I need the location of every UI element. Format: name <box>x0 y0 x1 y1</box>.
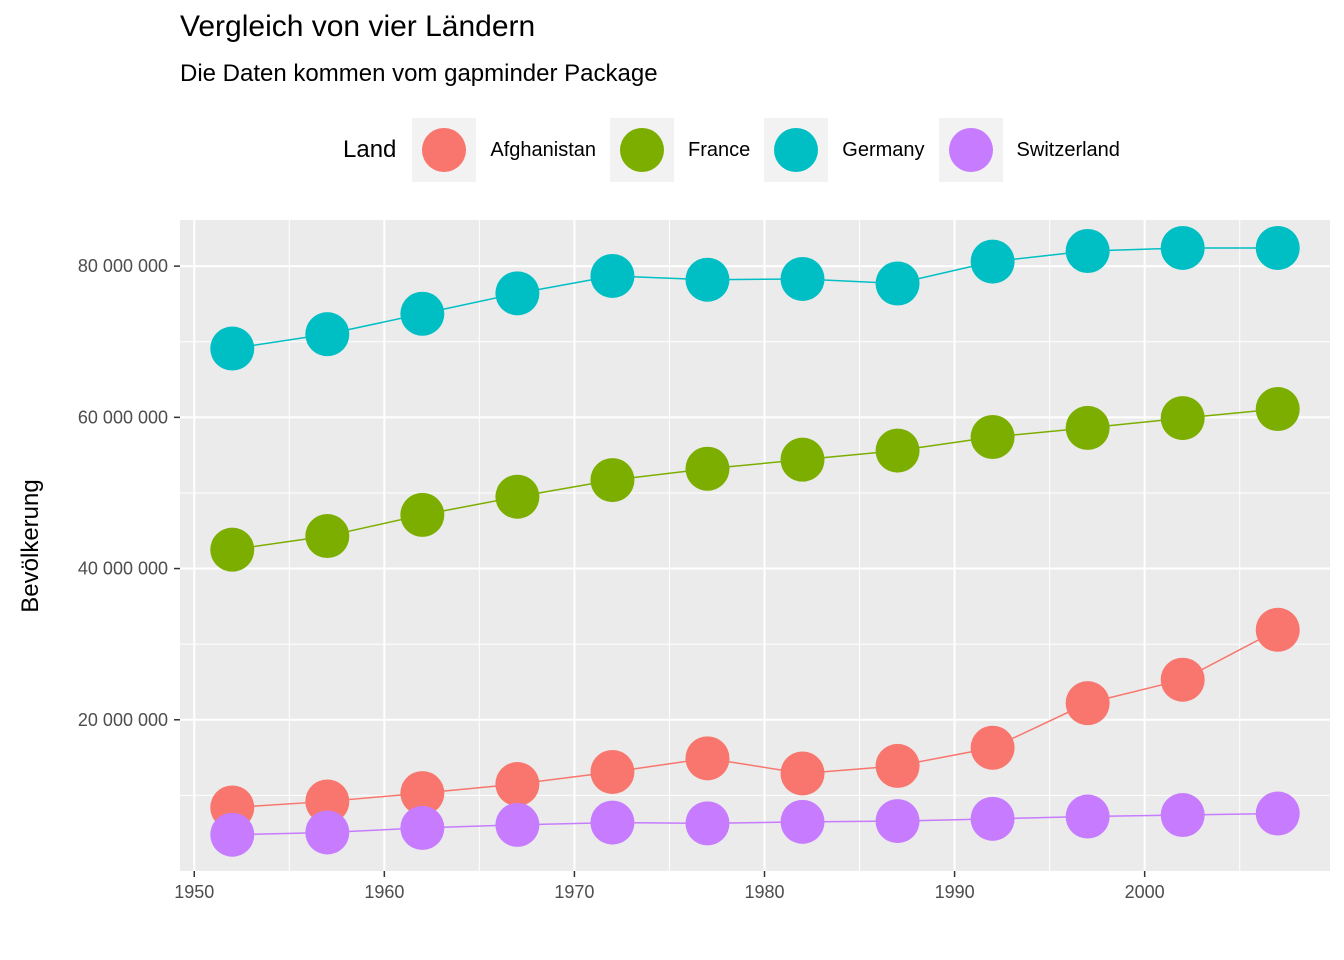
data-point-france <box>590 458 635 503</box>
legend-dot-afghanistan <box>422 128 467 172</box>
minor-gridlines <box>180 220 1330 871</box>
data-point-switzerland <box>1160 793 1205 838</box>
data-point-germany <box>400 291 445 336</box>
data-point-switzerland <box>1255 791 1300 836</box>
data-point-switzerland <box>970 796 1015 841</box>
data-point-germany <box>210 326 255 371</box>
data-point-germany <box>685 257 730 302</box>
data-point-france <box>1255 387 1300 432</box>
data-point-germany <box>590 253 635 298</box>
legend-item-germany: Germany <box>764 118 925 182</box>
data-point-switzerland <box>400 805 445 850</box>
major-gridlines <box>180 220 1330 871</box>
data-point-switzerland <box>210 812 255 857</box>
data-point-switzerland <box>590 800 635 845</box>
data-point-afghanistan <box>305 779 350 824</box>
data-point-france <box>685 446 730 491</box>
data-point-france <box>875 428 920 473</box>
data-point-afghanistan <box>590 749 635 794</box>
data-point-france <box>780 437 825 482</box>
x-tick-label: 1970 <box>554 882 594 902</box>
data-point-afghanistan <box>685 736 730 781</box>
series-germany <box>210 225 1300 371</box>
chart-title: Vergleich von vier Ländern <box>180 10 536 43</box>
data-point-afghanistan <box>970 725 1015 770</box>
data-point-switzerland <box>305 810 350 855</box>
y-tick-label: 80 000 000 <box>78 256 168 276</box>
data-point-switzerland <box>685 801 730 846</box>
data-point-germany <box>875 261 920 306</box>
x-tick-label: 1950 <box>174 882 214 902</box>
data-point-france <box>210 527 255 572</box>
axes-layer: 1950 1960 1970 1980 1990 2000 20 000 000 40 000… <box>78 256 1165 902</box>
legend-dot-switzerland <box>948 128 993 172</box>
data-point-switzerland <box>1065 794 1110 839</box>
series-switzerland <box>210 791 1300 857</box>
legend-label-afghanistan: Afghanistan <box>490 138 597 161</box>
data-point-france <box>970 415 1015 459</box>
data-point-germany <box>305 312 350 357</box>
chart-subtitle: Die Daten kommen vom gapminder Package <box>180 60 658 87</box>
legend-key-germany <box>764 118 829 182</box>
series-layer <box>210 225 1300 857</box>
legend-title: Land <box>343 136 397 163</box>
legend-item-afghanistan: Afghanistan <box>412 118 596 182</box>
y-tick-label: 60 000 000 <box>78 407 168 427</box>
data-point-france <box>1065 405 1110 450</box>
data-point-afghanistan <box>780 751 825 796</box>
data-point-germany <box>1065 229 1110 273</box>
x-tick-label: 1960 <box>364 882 404 902</box>
data-point-switzerland <box>780 799 825 844</box>
data-point-germany <box>780 256 825 301</box>
data-point-afghanistan <box>875 743 920 788</box>
x-tick-label: 1990 <box>935 882 975 902</box>
series-afghanistan <box>210 607 1300 830</box>
data-point-france <box>495 474 540 519</box>
legend-key-afghanistan <box>412 118 477 182</box>
x-tick-label: 1980 <box>744 882 784 902</box>
legend-label-germany: Germany <box>842 138 925 161</box>
data-point-france <box>305 514 350 559</box>
data-point-switzerland <box>875 799 920 844</box>
data-point-afghanistan <box>495 762 540 807</box>
data-point-afghanistan <box>400 771 445 816</box>
y-axis-title: Bevölkerung <box>17 479 44 612</box>
series-france <box>210 387 1300 572</box>
x-tick-label: 2000 <box>1125 882 1165 902</box>
data-point-germany <box>1160 225 1205 270</box>
legend-item-switzerland: Switzerland <box>938 118 1120 182</box>
legend-label-france: France <box>688 138 751 161</box>
y-tick-label: 40 000 000 <box>78 559 168 579</box>
legend-item-france: France <box>610 118 750 182</box>
data-point-afghanistan <box>1255 607 1300 652</box>
data-point-germany <box>1255 225 1300 270</box>
legend-dot-germany <box>774 128 819 172</box>
legend-key-switzerland <box>938 118 1003 182</box>
legend: Land Afghanistan France Germany Switzerl… <box>343 118 1134 182</box>
data-point-france <box>400 492 445 537</box>
legend-label-switzerland: Switzerland <box>1016 138 1120 161</box>
legend-key-france <box>610 118 675 182</box>
data-point-france <box>1160 396 1205 441</box>
y-tick-label: 20 000 000 <box>78 710 168 730</box>
legend-dot-france <box>620 128 665 172</box>
data-point-switzerland <box>495 802 540 847</box>
data-point-germany <box>495 271 540 316</box>
data-point-germany <box>970 239 1015 284</box>
plot-panel <box>180 220 1330 871</box>
data-point-afghanistan <box>1065 681 1110 726</box>
data-point-afghanistan <box>1160 657 1205 702</box>
